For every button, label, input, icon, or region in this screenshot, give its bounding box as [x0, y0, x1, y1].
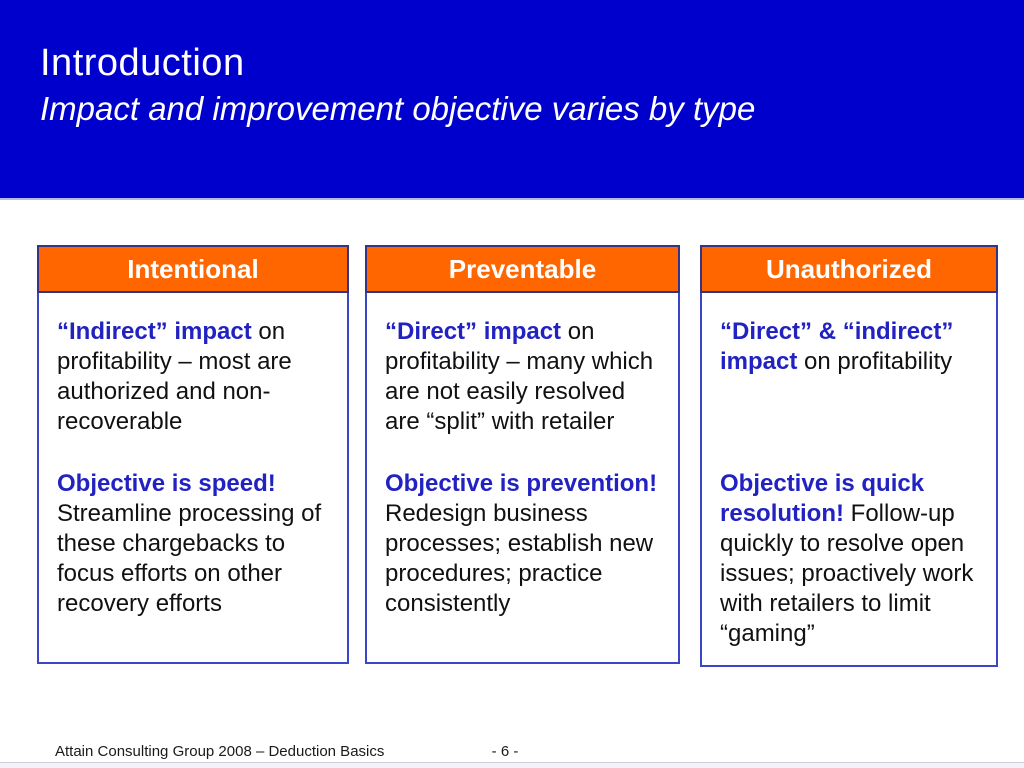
objective-rest-text: Follow-up quickly to resolve open issues…	[720, 500, 974, 647]
column-unauthorized: Unauthorized “Direct” & “indirect” impac…	[700, 245, 998, 667]
impact-lead-text: “Direct” impact	[385, 318, 562, 345]
objective-lead-text: Objective is speed!	[57, 470, 276, 497]
objective-paragraph: Objective is quick resolution! Follow-up…	[720, 469, 980, 649]
column-intentional: Intentional “Indirect” impact on profita…	[37, 245, 349, 664]
slide-subtitle: Impact and improvement objective varies …	[40, 90, 756, 127]
objective-rest-text: Streamline processing of these chargebac…	[57, 500, 322, 617]
column-header-intentional: Intentional	[37, 245, 349, 293]
objective-lead-text: Objective is quick resolution!	[720, 470, 925, 527]
impact-rest-text: on profitability – many which are not ea…	[385, 318, 654, 435]
objective-rest-text: Redesign business processes; establish n…	[385, 500, 654, 617]
column-body-intentional: “Indirect” impact on profitability – mos…	[37, 293, 349, 664]
objective-lead-text: Objective is prevention!	[385, 470, 658, 497]
footer-attribution: Attain Consulting Group 2008 – Deduction…	[55, 743, 385, 760]
impact-lead-text: “Indirect” impact	[57, 318, 252, 345]
impact-paragraph: “Indirect” impact on profitability – mos…	[57, 317, 331, 437]
column-preventable: Preventable “Direct” impact on profitabi…	[365, 245, 680, 664]
impact-rest-text: on profitability – most are authorized a…	[57, 318, 292, 435]
footer-page-number: - 6 -	[491, 743, 519, 760]
bottom-divider	[0, 762, 1024, 768]
impact-rest-text: on profitability	[797, 348, 953, 375]
impact-paragraph: “Direct” & “indirect” impact on profitab…	[720, 317, 980, 377]
impact-paragraph: “Direct” impact on profitability – many …	[385, 317, 662, 437]
column-header-preventable: Preventable	[365, 245, 680, 293]
column-header-unauthorized: Unauthorized	[700, 245, 998, 293]
title-banner: Introduction Impact and improvement obje…	[0, 0, 1024, 200]
column-body-preventable: “Direct” impact on profitability – many …	[365, 293, 680, 664]
column-body-unauthorized: “Direct” & “indirect” impact on profitab…	[700, 293, 998, 667]
objective-paragraph: Objective is prevention! Redesign busine…	[385, 469, 662, 619]
impact-lead-text: “Direct” & “indirect” impact	[720, 318, 954, 375]
objective-paragraph: Objective is speed! Streamline processin…	[57, 469, 331, 619]
slide-title: Introduction	[40, 42, 245, 84]
